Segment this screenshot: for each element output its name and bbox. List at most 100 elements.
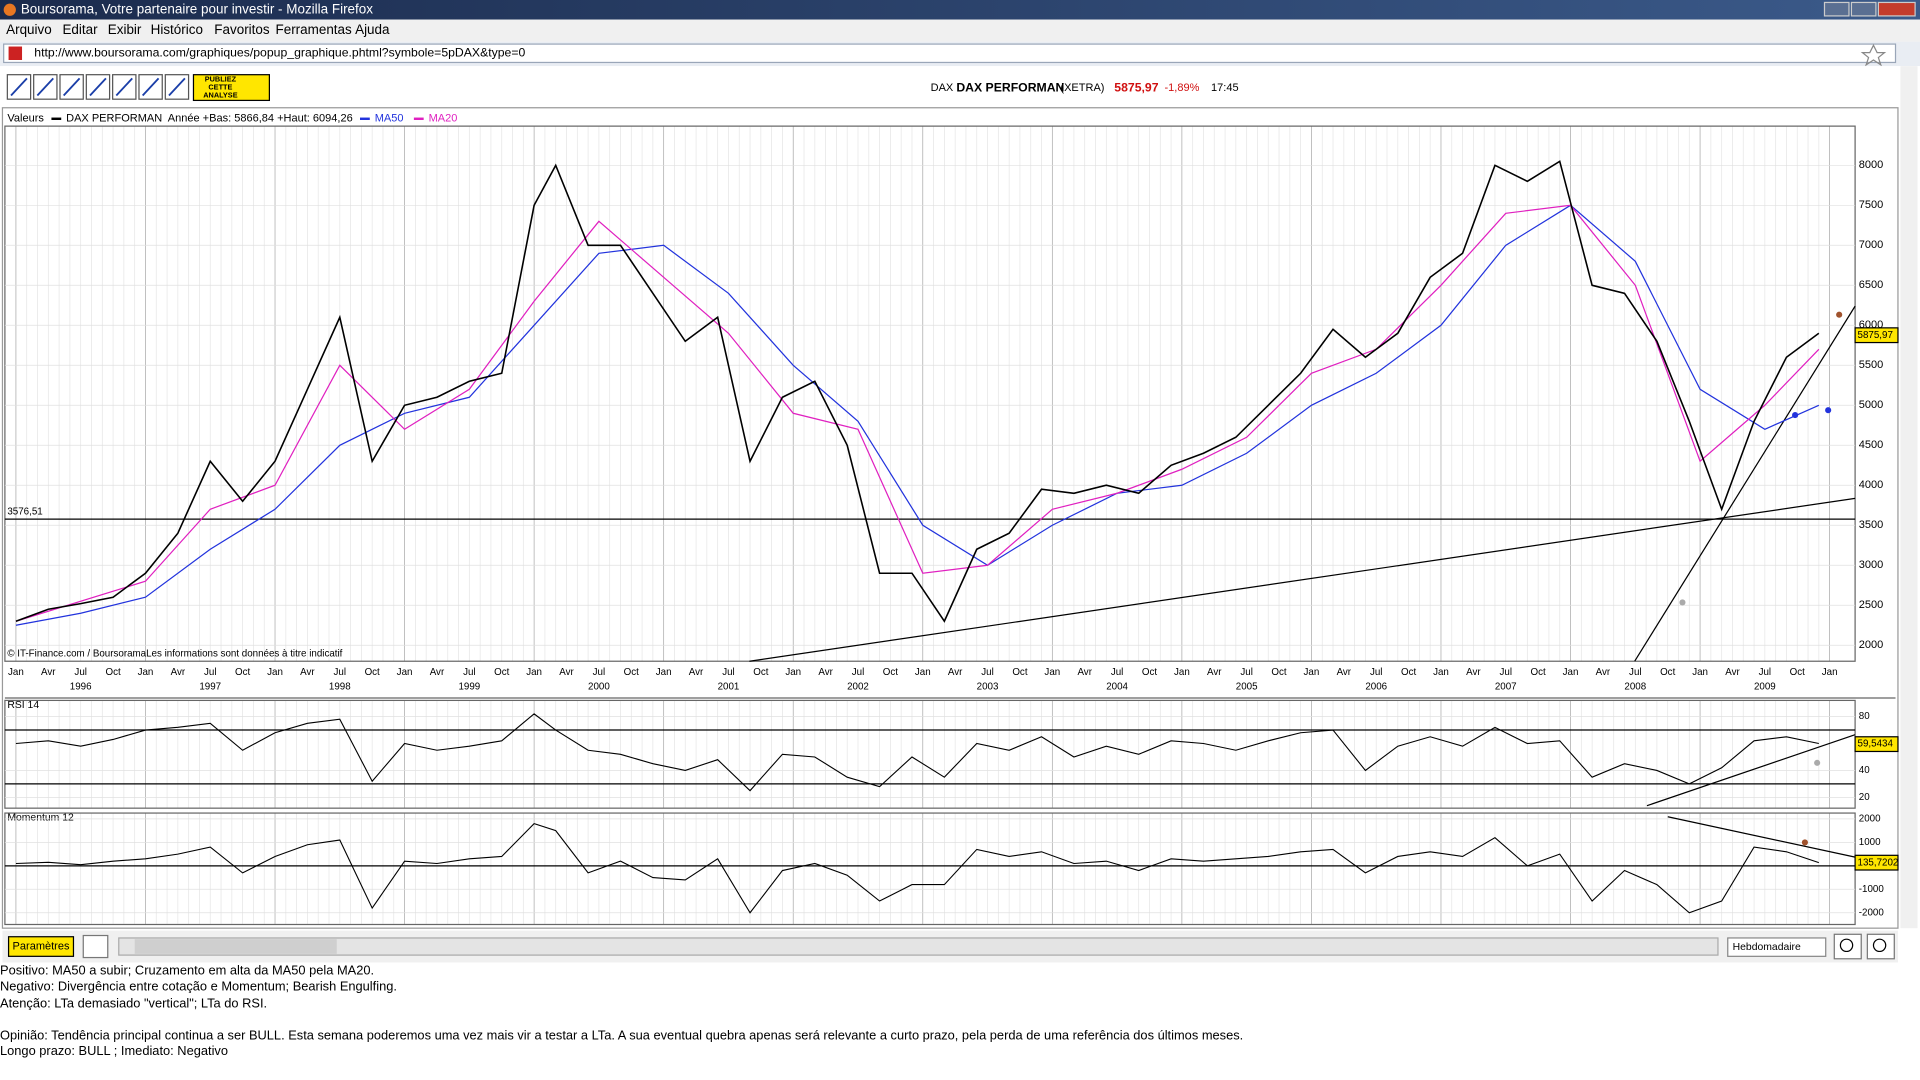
month-label: Jul bbox=[1240, 667, 1253, 678]
year-label: 2003 bbox=[977, 682, 999, 693]
zoom-in[interactable] bbox=[1866, 933, 1895, 960]
panel-title: Momentum 12 bbox=[7, 813, 74, 824]
month-label: Jan bbox=[8, 667, 24, 678]
year-label: 1996 bbox=[70, 682, 92, 693]
month-label: Oct bbox=[753, 667, 768, 678]
y-tick-label: 4000 bbox=[1859, 479, 1884, 491]
month-label: Jul bbox=[1111, 667, 1124, 678]
indicator-line bbox=[15, 822, 1820, 914]
publish-text: PUBLIEZ bbox=[205, 75, 237, 84]
window-title: Boursorama, Votre partenaire pour invest… bbox=[21, 1, 373, 16]
last-value-label: 59,5434 bbox=[1858, 739, 1894, 750]
panel-title: RSI 14 bbox=[7, 700, 39, 711]
print-button[interactable] bbox=[82, 934, 109, 959]
publish-text: ANALYSE bbox=[203, 90, 237, 99]
quote-name: DAX PERFORMAN bbox=[956, 80, 1064, 94]
month-label: Jul bbox=[1629, 667, 1642, 678]
panel bbox=[4, 125, 1856, 662]
series-line bbox=[15, 204, 1820, 622]
zoom-out[interactable] bbox=[1833, 933, 1862, 960]
last-value-label: 135,7202 bbox=[1858, 857, 1899, 868]
marker bbox=[1792, 412, 1799, 419]
marker bbox=[1825, 407, 1832, 414]
bookmark-star[interactable] bbox=[1860, 43, 1887, 67]
month-label: Oct bbox=[1401, 667, 1416, 678]
analysis-line: Longo prazo: BULL ; Imediato: Negativo bbox=[0, 1043, 228, 1058]
tool-glyph bbox=[141, 77, 160, 97]
copyright: © IT-Finance.com / BoursoramaLes informa… bbox=[7, 648, 342, 659]
month-label: Avr bbox=[430, 667, 445, 678]
year-label: 1997 bbox=[199, 682, 221, 693]
year-label: 2009 bbox=[1754, 682, 1776, 693]
month-label: Avr bbox=[818, 667, 833, 678]
month-label: Oct bbox=[883, 667, 898, 678]
month-label: Avr bbox=[689, 667, 704, 678]
quote-price: 5875,97 bbox=[1114, 80, 1158, 94]
zoom-icon bbox=[1839, 938, 1854, 953]
quote-time: 17:45 bbox=[1211, 82, 1239, 94]
month-label: Jan bbox=[1174, 667, 1190, 678]
month-label: Oct bbox=[624, 667, 639, 678]
month-label: Jan bbox=[267, 667, 283, 678]
month-label: Jan bbox=[138, 667, 154, 678]
month-label: Jan bbox=[1304, 667, 1320, 678]
last-value-box bbox=[1854, 736, 1899, 753]
url-field[interactable] bbox=[3, 43, 1897, 64]
menu-item[interactable]: Exibir bbox=[108, 22, 142, 37]
marker bbox=[1679, 599, 1686, 606]
last-value-box bbox=[1854, 854, 1899, 871]
year-label: 2006 bbox=[1365, 682, 1387, 693]
menu-item[interactable]: Histórico bbox=[151, 22, 203, 37]
y-tick-label: 5000 bbox=[1859, 399, 1884, 411]
url: http://www.boursorama.com/graphiques/pop… bbox=[34, 45, 525, 59]
last-value-label: 5875,97 bbox=[1858, 330, 1893, 341]
menu-item[interactable]: Editar bbox=[62, 22, 98, 37]
month-label: Jan bbox=[526, 667, 542, 678]
h-scrollbar[interactable] bbox=[118, 937, 1719, 956]
month-label: Jul bbox=[463, 667, 476, 678]
month-label: Jan bbox=[1563, 667, 1579, 678]
maximize[interactable] bbox=[1850, 1, 1877, 17]
month-label: Avr bbox=[1466, 667, 1481, 678]
month-label: Avr bbox=[1725, 667, 1740, 678]
month-label: Jul bbox=[1499, 667, 1512, 678]
scroll-thumb[interactable] bbox=[134, 939, 337, 954]
month-label: Avr bbox=[1337, 667, 1352, 678]
month-label: Jul bbox=[1759, 667, 1772, 678]
menu-item[interactable]: Arquivo bbox=[6, 22, 52, 37]
month-label: Oct bbox=[365, 667, 380, 678]
publish-button[interactable] bbox=[192, 74, 270, 102]
year-label: 2005 bbox=[1236, 682, 1258, 693]
month-label: Jan bbox=[915, 667, 931, 678]
month-label: Oct bbox=[105, 667, 120, 678]
indicator-line bbox=[15, 713, 1819, 792]
page-scrollbar[interactable] bbox=[1900, 66, 1918, 929]
analysis-line: Negativo: Divergência entre cotação e Mo… bbox=[0, 978, 397, 993]
quote-change: -1,89% bbox=[1164, 82, 1199, 94]
tool-glyph bbox=[89, 77, 107, 97]
menu-item[interactable]: Ajuda bbox=[355, 22, 390, 37]
site-icon bbox=[8, 46, 23, 60]
params-button[interactable] bbox=[7, 936, 75, 957]
legend-item: DAX PERFORMAN bbox=[66, 113, 162, 125]
analysis-line: Positivo: MA50 a subir; Cruzamento em al… bbox=[0, 962, 374, 977]
month-label: Oct bbox=[235, 667, 250, 678]
app-icon bbox=[3, 3, 16, 16]
minimize[interactable] bbox=[1823, 1, 1850, 17]
close[interactable] bbox=[1877, 1, 1916, 17]
period-select[interactable] bbox=[1727, 937, 1827, 957]
month-label: Jul bbox=[1370, 667, 1383, 678]
menu-item[interactable]: Favoritos bbox=[214, 22, 270, 37]
title-bar bbox=[0, 0, 1920, 20]
month-label: Jan bbox=[1692, 667, 1708, 678]
level-label: 3576,51 bbox=[7, 506, 42, 517]
tool-glyph bbox=[63, 77, 81, 97]
month-label: Jul bbox=[334, 667, 347, 678]
y-tick-label: 5500 bbox=[1859, 359, 1884, 371]
menu-item[interactable]: Ferramentas bbox=[276, 22, 353, 37]
marker bbox=[1801, 839, 1808, 846]
month-label: Jul bbox=[204, 667, 217, 678]
y-tick-label: 3500 bbox=[1859, 519, 1884, 531]
y-tick-label: 4500 bbox=[1859, 439, 1884, 451]
y-tick-label: 7000 bbox=[1859, 239, 1884, 251]
